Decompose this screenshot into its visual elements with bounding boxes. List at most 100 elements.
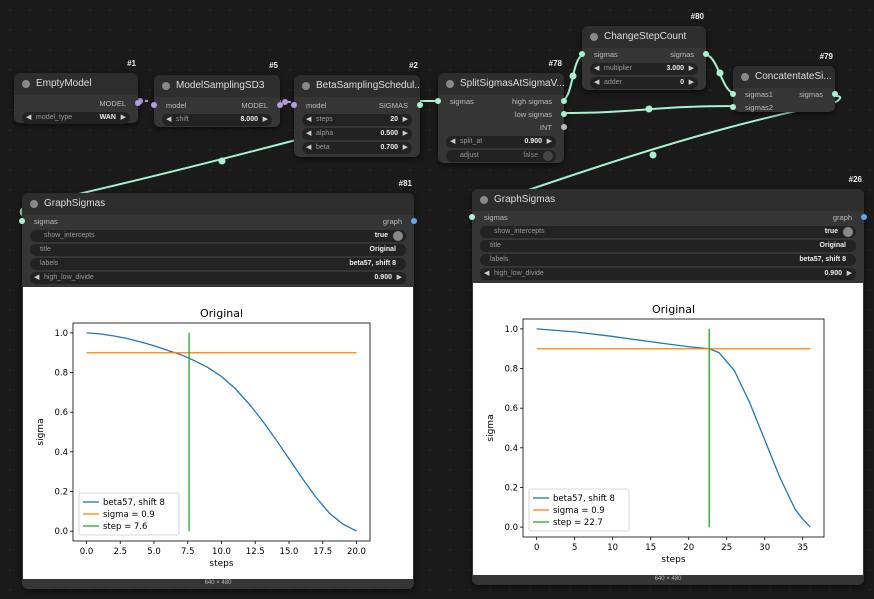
node-title[interactable]: SplitSigmasAtSigmaV... bbox=[438, 73, 564, 95]
widget-beta[interactable]: ◀ beta 0.700 ▶ bbox=[302, 142, 412, 154]
output-label: MODEL bbox=[99, 99, 126, 108]
arrow-left-icon[interactable]: ◀ bbox=[34, 273, 39, 281]
widget-multiplier[interactable]: ◀ multiplier 3.000 ▶ bbox=[590, 63, 698, 75]
x-tick-label: 5 bbox=[572, 543, 577, 553]
arrow-right-icon[interactable]: ▶ bbox=[403, 129, 408, 137]
arrow-left-icon[interactable]: ◀ bbox=[306, 143, 311, 151]
output-slot-graph[interactable] bbox=[411, 218, 417, 224]
y-tick-label: 0.0 bbox=[504, 523, 518, 533]
widget-split-at[interactable]: ◀ split_at 0.900 ▶ bbox=[446, 136, 556, 148]
node-graph-sigmas-right[interactable]: #26 GraphSigmas sigmas graph show_interce… bbox=[472, 189, 864, 585]
toggle-knob[interactable] bbox=[543, 151, 553, 161]
output-slot-graph[interactable] bbox=[861, 214, 867, 220]
arrow-right-icon[interactable]: ▶ bbox=[397, 273, 402, 281]
widget-title[interactable]: title Original bbox=[30, 244, 406, 256]
collapse-dot-icon[interactable] bbox=[162, 82, 170, 90]
output-slot-sigmas[interactable] bbox=[703, 51, 709, 57]
arrow-right-icon[interactable]: ▶ bbox=[547, 137, 552, 145]
node-graph-sigmas-left[interactable]: #81 GraphSigmas sigmas graph show_interce… bbox=[22, 193, 414, 589]
arrow-left-icon[interactable]: ◀ bbox=[484, 269, 489, 277]
output-label: SIGMAS bbox=[379, 101, 408, 110]
output-slot-sigmas[interactable] bbox=[832, 91, 838, 97]
node-title[interactable]: ChangeStepCount bbox=[582, 26, 706, 48]
y-tick-label: 0.6 bbox=[54, 408, 68, 418]
collapse-dot-icon[interactable] bbox=[22, 80, 30, 88]
collapse-dot-icon[interactable] bbox=[590, 33, 598, 41]
collapse-dot-icon[interactable] bbox=[446, 80, 454, 88]
output-slot-low[interactable] bbox=[561, 111, 567, 117]
input-slot-sigmas[interactable] bbox=[435, 98, 441, 104]
input-label: sigmas2 bbox=[745, 103, 773, 112]
arrow-right-icon[interactable]: ▶ bbox=[121, 113, 126, 121]
arrow-left-icon[interactable]: ◀ bbox=[594, 64, 599, 72]
node-empty-model[interactable]: #1 EmptyModel MODEL ◀ model_type WAN ▶ bbox=[14, 73, 138, 123]
widget-model-type[interactable]: ◀ model_type WAN ▶ bbox=[22, 112, 130, 124]
input-slot-model[interactable] bbox=[291, 102, 297, 108]
input-slot-sigmas[interactable] bbox=[579, 51, 585, 57]
node-beta-scheduler[interactable]: #2 BetaSamplingSchedul... model SIGMAS ◀ s… bbox=[294, 75, 420, 157]
widget-show-intercepts[interactable]: show_intercepts true bbox=[480, 226, 856, 238]
node-model-sampling[interactable]: #5 ModelSamplingSD3 model MODEL ◀ shift 8.0… bbox=[154, 75, 280, 127]
arrow-left-icon[interactable]: ◀ bbox=[306, 115, 311, 123]
arrow-left-icon[interactable]: ◀ bbox=[166, 115, 171, 123]
toggle-knob[interactable] bbox=[393, 231, 403, 241]
widget-show-intercepts[interactable]: show_intercepts true bbox=[30, 230, 406, 242]
y-tick-label: 0.8 bbox=[504, 365, 518, 375]
arrow-right-icon[interactable]: ▶ bbox=[263, 115, 268, 123]
node-split-sigmas[interactable]: #78 SplitSigmasAtSigmaV... sigmas high si… bbox=[438, 73, 564, 163]
collapse-dot-icon[interactable] bbox=[741, 73, 749, 81]
widget-labels[interactable]: labels beta57, shift 8 bbox=[480, 254, 856, 266]
arrow-left-icon[interactable]: ◀ bbox=[450, 137, 455, 145]
widget-adjust[interactable]: adjust false bbox=[446, 150, 556, 162]
sigma-chart: Original 0.0 2.5 5.0 7.5 10.0 12.5 15.0 17.5 20.0… bbox=[23, 287, 413, 579]
output-slot-model[interactable] bbox=[277, 102, 283, 108]
y-tick-label: 0.4 bbox=[54, 448, 68, 458]
arrow-right-icon[interactable]: ▶ bbox=[403, 115, 408, 123]
widget-adder[interactable]: ◀ adder 0 ▶ bbox=[590, 77, 698, 89]
arrow-left-icon[interactable]: ◀ bbox=[594, 78, 599, 86]
node-concatenate-sigmas[interactable]: #79 ConcatentateSi... sigmas1 sigmas sigm… bbox=[733, 66, 835, 112]
collapse-dot-icon[interactable] bbox=[480, 196, 488, 204]
y-tick-label: 0.6 bbox=[504, 404, 518, 414]
arrow-right-icon[interactable]: ▶ bbox=[689, 78, 694, 86]
node-change-step-count[interactable]: #80 ChangeStepCount sigmas sigmas ◀ multip… bbox=[582, 26, 706, 90]
x-tick-label: 35 bbox=[797, 543, 808, 553]
node-title[interactable]: GraphSigmas bbox=[472, 189, 864, 211]
input-slot-sigmas[interactable] bbox=[19, 218, 25, 224]
y-tick-label: 0.8 bbox=[54, 369, 68, 379]
input-slot-sigmas2[interactable] bbox=[730, 104, 736, 110]
arrow-left-icon[interactable]: ◀ bbox=[306, 129, 311, 137]
widget-alpha[interactable]: ◀ alpha 0.500 ▶ bbox=[302, 128, 412, 140]
node-title[interactable]: BetaSamplingSchedul... bbox=[294, 75, 420, 97]
collapse-dot-icon[interactable] bbox=[302, 82, 310, 90]
widget-title[interactable]: title Original bbox=[480, 240, 856, 252]
node-id: #26 bbox=[849, 175, 862, 184]
output-slot-sigmas[interactable] bbox=[417, 102, 423, 108]
node-title[interactable]: ConcatentateSi... bbox=[733, 66, 835, 88]
widget-shift[interactable]: ◀ shift 8.000 ▶ bbox=[162, 114, 272, 126]
node-title[interactable]: ModelSamplingSD3 bbox=[154, 75, 280, 97]
widget-labels[interactable]: labels beta57, shift 8 bbox=[30, 258, 406, 270]
widget-steps[interactable]: ◀ steps 20 ▶ bbox=[302, 114, 412, 126]
collapse-dot-icon[interactable] bbox=[30, 200, 38, 208]
arrow-right-icon[interactable]: ▶ bbox=[847, 269, 852, 277]
input-slot-model[interactable] bbox=[151, 102, 157, 108]
y-axis-label: sigma bbox=[36, 418, 46, 445]
image-size-label: 640 × 480 bbox=[22, 580, 414, 586]
widget-high-low-divide[interactable]: ◀ high_low_divide 0.900 ▶ bbox=[480, 268, 856, 280]
x-tick-label: 30 bbox=[759, 543, 770, 553]
output-slot-high[interactable] bbox=[561, 98, 567, 104]
x-tick-label: 25 bbox=[721, 543, 732, 553]
output-slot-int[interactable] bbox=[561, 124, 567, 130]
node-title[interactable]: GraphSigmas bbox=[22, 193, 414, 215]
input-slot-sigmas1[interactable] bbox=[730, 91, 736, 97]
arrow-left-icon[interactable]: ◀ bbox=[26, 113, 31, 121]
node-id: #78 bbox=[549, 59, 562, 68]
toggle-knob[interactable] bbox=[843, 227, 853, 237]
widget-high-low-divide[interactable]: ◀ high_low_divide 0.900 ▶ bbox=[30, 272, 406, 284]
arrow-right-icon[interactable]: ▶ bbox=[403, 143, 408, 151]
node-title[interactable]: EmptyModel bbox=[14, 73, 138, 95]
arrow-right-icon[interactable]: ▶ bbox=[689, 64, 694, 72]
input-slot-sigmas[interactable] bbox=[469, 214, 475, 220]
output-slot-model[interactable] bbox=[135, 100, 141, 106]
